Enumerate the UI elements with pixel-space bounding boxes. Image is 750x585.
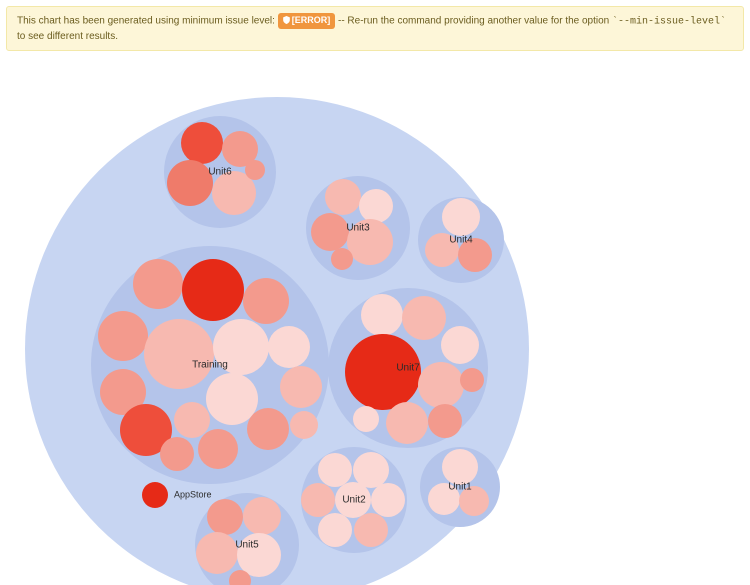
leaf-unit4-2[interactable]: [458, 238, 492, 272]
leaf-unit5-3[interactable]: [237, 533, 281, 577]
leaf-unit7-7[interactable]: [386, 402, 428, 444]
leaf-unit6-2[interactable]: [167, 160, 213, 206]
leaf-unit7-6[interactable]: [353, 406, 379, 432]
badge-label: [ERROR]: [292, 15, 331, 25]
group-appstore[interactable]: [142, 482, 168, 508]
info-notice: This chart has been generated using mini…: [6, 6, 744, 51]
leaf-training-4[interactable]: [144, 319, 214, 389]
leaf-unit2-1[interactable]: [353, 452, 389, 488]
leaf-unit3-0[interactable]: [325, 179, 361, 215]
leaf-training-15[interactable]: [290, 411, 318, 439]
chart-container: Unit6Unit3Unit4TrainingUnit7Unit1Unit2Un…: [0, 57, 750, 585]
leaf-unit2-6[interactable]: [354, 513, 388, 547]
leaf-training-14[interactable]: [198, 429, 238, 469]
leaf-unit2-4[interactable]: [371, 483, 405, 517]
leaf-unit5-2[interactable]: [196, 532, 238, 574]
circle-packing-chart[interactable]: Unit6Unit3Unit4TrainingUnit7Unit1Unit2Un…: [15, 57, 535, 585]
notice-post-text: -- Re-run the command providing another …: [338, 15, 612, 26]
notice-tail-text: to see different results.: [17, 31, 118, 42]
leaf-unit3-3[interactable]: [347, 219, 393, 265]
leaf-unit7-8[interactable]: [428, 404, 462, 438]
leaf-unit7-4[interactable]: [418, 362, 464, 408]
leaf-unit5-1[interactable]: [243, 497, 281, 535]
leaf-training-11[interactable]: [174, 402, 210, 438]
error-level-badge: [ERROR]: [278, 13, 336, 29]
leaf-unit7-2[interactable]: [441, 326, 479, 364]
leaf-unit1-0[interactable]: [442, 449, 478, 485]
leaf-unit2-0[interactable]: [318, 453, 352, 487]
leaf-unit3-1[interactable]: [359, 189, 393, 223]
leaf-unit5-0[interactable]: [207, 499, 243, 535]
leaf-unit7-1[interactable]: [402, 296, 446, 340]
leaf-unit7-5[interactable]: [460, 368, 484, 392]
leaf-unit1-2[interactable]: [459, 486, 489, 516]
leaf-unit6-4[interactable]: [245, 160, 265, 180]
leaf-unit2-2[interactable]: [301, 483, 335, 517]
option-code: `--min-issue-level`: [612, 16, 726, 27]
leaf-unit2-5[interactable]: [318, 513, 352, 547]
leaf-training-5[interactable]: [213, 319, 269, 375]
leaf-unit6-0[interactable]: [181, 122, 223, 164]
notice-pre-text: This chart has been generated using mini…: [17, 15, 278, 26]
leaf-training-7[interactable]: [280, 366, 322, 408]
leaf-training-3[interactable]: [98, 311, 148, 361]
leaf-unit3-4[interactable]: [331, 248, 353, 270]
leaf-unit7-0[interactable]: [361, 294, 403, 336]
leaf-training-12[interactable]: [247, 408, 289, 450]
leaf-training-13[interactable]: [160, 437, 194, 471]
leaf-unit7-3[interactable]: [345, 334, 421, 410]
leaf-unit2-3[interactable]: [335, 482, 371, 518]
leaf-unit1-1[interactable]: [428, 483, 460, 515]
leaf-unit3-2[interactable]: [311, 213, 349, 251]
shield-icon: [283, 16, 290, 24]
leaf-training-1[interactable]: [182, 259, 244, 321]
leaf-unit4-0[interactable]: [442, 198, 480, 236]
leaf-training-6[interactable]: [268, 326, 310, 368]
leaf-training-2[interactable]: [243, 278, 289, 324]
leaf-training-0[interactable]: [133, 259, 183, 309]
leaf-training-9[interactable]: [206, 373, 258, 425]
leaf-unit4-1[interactable]: [425, 233, 459, 267]
